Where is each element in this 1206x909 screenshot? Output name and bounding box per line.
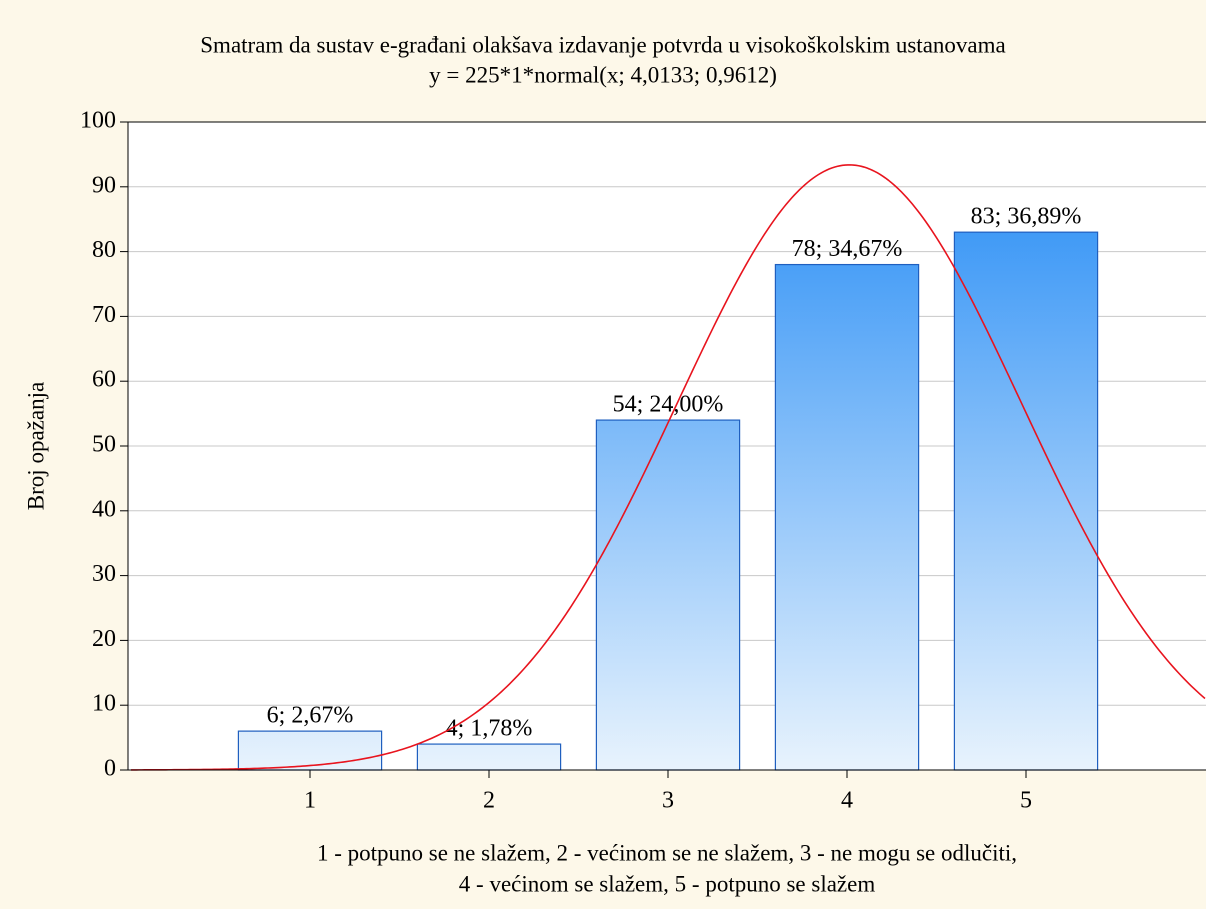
bar: [416, 743, 562, 771]
bar: [237, 730, 383, 771]
x-axis-label: 4 - većinom se slažem, 5 - potpuno se sl…: [459, 871, 876, 896]
data-label: 83; 36,89%: [971, 204, 1082, 230]
data-label: 78; 34,67%: [792, 236, 903, 262]
x-tick-label: 4: [841, 788, 853, 814]
data-label: 6; 2,67%: [267, 703, 354, 729]
bar: [774, 263, 920, 771]
bar: [953, 231, 1099, 771]
chart-subtitle: y = 225*1*normal(x; 4,0133; 0,9612): [429, 62, 777, 87]
x-tick-label: 1: [304, 788, 316, 814]
y-tick-label: 90: [92, 172, 116, 198]
chart-title: Smatram da sustav e-građani olakšava izd…: [200, 32, 1005, 57]
normal-curve: [130, 164, 1206, 771]
x-tick-label: 2: [483, 788, 495, 814]
y-tick-label: 60: [92, 367, 116, 393]
y-axis-label: Broj opažanja: [23, 382, 48, 510]
y-tick-label: 10: [92, 691, 116, 717]
y-tick-label: 30: [92, 561, 116, 587]
y-tick-label: 40: [92, 496, 116, 522]
data-label: 54; 24,00%: [613, 392, 724, 418]
data-label: 4; 1,78%: [446, 716, 533, 742]
y-tick-label: 0: [104, 756, 116, 782]
bar: [595, 419, 741, 771]
y-tick-label: 100: [80, 108, 116, 134]
y-tick-label: 70: [92, 302, 116, 328]
y-tick-label: 50: [92, 432, 116, 458]
y-tick-label: 80: [92, 237, 116, 263]
y-tick-label: 20: [92, 626, 116, 652]
x-tick-label: 5: [1020, 788, 1032, 814]
x-axis-label: 1 - potpuno se ne slažem, 2 - većinom se…: [317, 840, 1017, 865]
x-tick-label: 3: [662, 788, 674, 814]
